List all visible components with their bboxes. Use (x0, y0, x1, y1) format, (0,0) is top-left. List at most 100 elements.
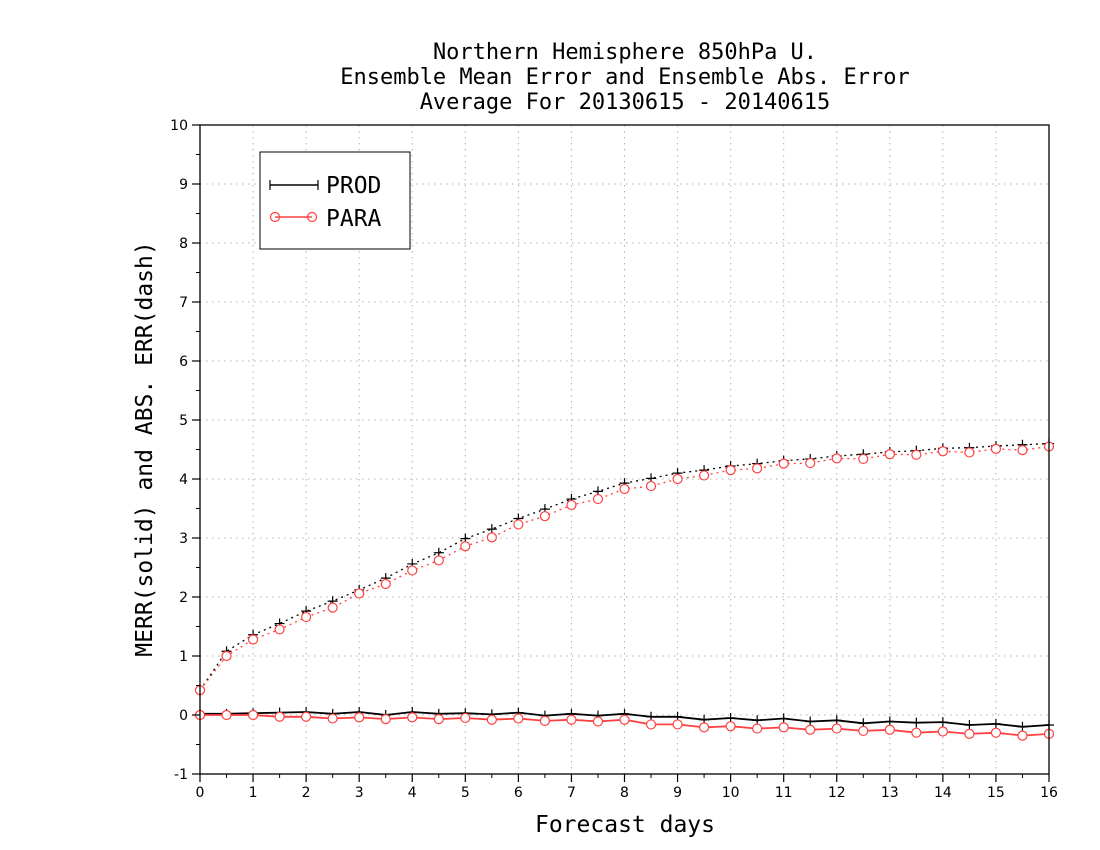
x-tick-label-16: 16 (1040, 785, 1058, 801)
point-prod-merr-22 (778, 713, 789, 724)
point-para-merr-13 (539, 715, 551, 727)
legend-marker-para-left (269, 211, 281, 223)
legend-box (259, 151, 411, 250)
point-para-abs-err-3 (274, 624, 285, 635)
point-para-merr-28 (937, 726, 948, 737)
point-para-abs-err-7 (380, 578, 391, 590)
point-para-abs-err-17 (645, 480, 657, 492)
x-tick-label-13: 13 (881, 785, 899, 801)
series-para (194, 441, 1055, 741)
point-para-abs-err-1 (221, 650, 232, 662)
y-tick-label-9: 8 (179, 236, 188, 252)
point-para-merr-18 (672, 719, 683, 730)
point-para-abs-err-28 (937, 446, 948, 457)
legend-marker-para-right (306, 211, 318, 223)
point-para-merr-31 (1017, 730, 1028, 741)
point-para-abs-err-2 (247, 634, 259, 645)
y-tick-label-2: 1 (179, 649, 188, 665)
point-para-abs-err-15 (592, 493, 604, 505)
point-para-merr-27 (911, 727, 922, 738)
point-para-merr-10 (460, 712, 471, 724)
point-para-merr-14 (566, 714, 577, 725)
point-para-merr-17 (645, 719, 657, 730)
point-para-merr-3 (274, 711, 285, 722)
point-prod-merr-30 (990, 718, 1001, 729)
point-para-abs-err-31 (1017, 444, 1028, 456)
point-para-abs-err-10 (460, 541, 471, 552)
point-para-merr-30 (990, 727, 1002, 738)
y-tick-label-10: 9 (179, 177, 188, 193)
y-tick-label-7: 6 (179, 354, 188, 370)
y-tick-label-6: 5 (179, 413, 188, 429)
point-para-abs-err-19 (698, 470, 710, 481)
point-para-abs-err-25 (858, 453, 869, 465)
legend-label-prod: PROD (326, 173, 381, 199)
legend: PROD PARA (259, 151, 411, 250)
point-para-merr-12 (513, 713, 524, 724)
point-para-abs-err-18 (672, 473, 683, 485)
point-para-merr-25 (858, 725, 869, 737)
point-para-abs-err-11 (486, 532, 497, 543)
point-para-merr-4 (301, 711, 312, 722)
point-para-abs-err-30 (990, 443, 1002, 455)
point-para-merr-16 (619, 714, 630, 725)
point-para-abs-err-12 (513, 519, 524, 530)
point-para-abs-err-9 (433, 555, 444, 566)
y-tick-label-8: 7 (179, 295, 188, 311)
point-para-merr-21 (752, 723, 763, 734)
x-tick-label-1: 1 (249, 785, 258, 801)
chart-title: Northern Hemisphere 850hPa U. Ensemble M… (340, 40, 910, 115)
x-tick-label-2: 2 (302, 785, 311, 801)
point-para-merr-15 (592, 716, 604, 727)
x-tick-label-7: 7 (567, 785, 576, 801)
point-prod-merr-28 (937, 717, 948, 728)
point-para-abs-err-6 (354, 588, 365, 599)
chart-title-line-1: Northern Hemisphere 850hPa U. (433, 40, 817, 65)
point-prod-merr-27 (911, 717, 922, 728)
point-para-merr-2 (247, 709, 259, 721)
x-tick-label-6: 6 (514, 785, 523, 801)
point-para-merr-9 (433, 714, 444, 725)
point-para-abs-err-14 (566, 499, 577, 511)
x-tick-label-15: 15 (987, 785, 1005, 801)
point-para-abs-err-16 (619, 483, 630, 495)
x-tick-label-12: 12 (828, 785, 846, 801)
legend-item-para: PARA (269, 206, 382, 232)
point-para-merr-7 (380, 714, 391, 725)
point-para-abs-err-13 (539, 511, 551, 522)
y-tick-label-3: 2 (179, 590, 188, 606)
point-para-abs-err-26 (884, 449, 895, 460)
x-tick-label-3: 3 (355, 785, 364, 801)
point-para-merr-29 (964, 728, 975, 739)
point-para-merr-11 (486, 714, 497, 725)
x-tick-label-8: 8 (620, 785, 629, 801)
point-prod-merr-31 (1017, 721, 1028, 732)
x-tick-label-0: 0 (196, 785, 205, 801)
point-para-merr-8 (407, 712, 418, 723)
x-tick-label-5: 5 (461, 785, 470, 801)
point-para-abs-err-21 (752, 463, 763, 474)
point-para-abs-err-24 (831, 453, 842, 464)
y-tick-label-1: 0 (179, 708, 188, 724)
point-para-merr-1 (221, 709, 232, 721)
point-para-abs-err-20 (725, 465, 736, 476)
point-para-merr-20 (725, 721, 736, 732)
y-tick-label-11: 10 (170, 118, 188, 134)
point-para-merr-23 (805, 724, 816, 735)
x-tick-label-10: 10 (722, 785, 740, 801)
x-tick-label-4: 4 (408, 785, 417, 801)
point-para-merr-19 (698, 722, 710, 733)
point-para-merr-22 (778, 722, 789, 733)
point-para-abs-err-23 (805, 457, 816, 469)
chart-title-line-2: Ensemble Mean Error and Ensemble Abs. Er… (340, 65, 910, 90)
point-para-abs-err-8 (407, 565, 418, 576)
y-tick-label-4: 3 (179, 531, 188, 547)
x-tick-label-11: 11 (775, 785, 793, 801)
point-para-abs-err-22 (778, 458, 789, 469)
y-tick-label-0: -1 (174, 767, 188, 783)
legend-label-para: PARA (326, 206, 382, 232)
legend-item-prod: PROD (269, 173, 381, 199)
point-para-abs-err-29 (964, 447, 975, 458)
y-tick-label-5: 4 (179, 472, 188, 488)
